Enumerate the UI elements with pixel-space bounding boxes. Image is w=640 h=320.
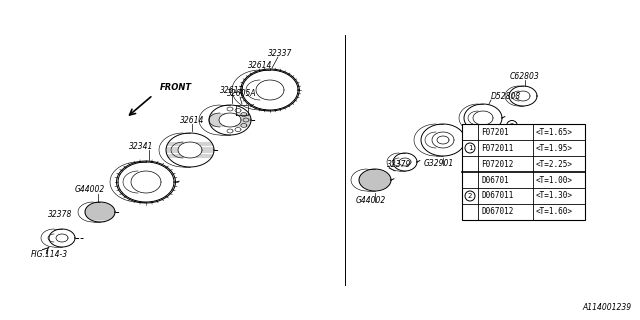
Text: G44002: G44002 [356, 196, 386, 205]
Text: D067012: D067012 [481, 207, 513, 217]
Text: <T=1.30>: <T=1.30> [536, 191, 573, 201]
Text: 32613: 32613 [220, 86, 244, 95]
Text: 2: 2 [510, 123, 514, 129]
Text: D06701: D06701 [481, 175, 509, 185]
Text: 2: 2 [468, 193, 472, 199]
Text: D52803: D52803 [491, 92, 521, 101]
Text: F07201: F07201 [481, 127, 509, 137]
Text: <T=1.60>: <T=1.60> [536, 207, 573, 217]
Text: <T=1.00>: <T=1.00> [536, 175, 573, 185]
Text: 1: 1 [468, 145, 472, 151]
Text: F072012: F072012 [481, 159, 513, 169]
Text: 32614: 32614 [248, 61, 272, 70]
Text: 32379: 32379 [387, 160, 412, 169]
Text: 32605A: 32605A [227, 89, 257, 98]
Text: ··: ·· [250, 102, 255, 108]
Text: <T=1.95>: <T=1.95> [536, 143, 573, 153]
Text: FIG.114-3: FIG.114-3 [31, 250, 68, 259]
Text: FRONT: FRONT [160, 83, 192, 92]
Text: <T=2.25>: <T=2.25> [536, 159, 573, 169]
Text: G44002: G44002 [75, 185, 105, 194]
Text: A114001239: A114001239 [583, 303, 632, 312]
Text: 1: 1 [473, 147, 477, 153]
Text: 32337: 32337 [268, 49, 292, 58]
Text: 32341: 32341 [129, 142, 153, 151]
Text: G32901: G32901 [424, 159, 454, 168]
Bar [462, 124, 585, 220]
Text: F072011: F072011 [481, 143, 513, 153]
Text: 32614: 32614 [180, 116, 204, 125]
Text: 32378: 32378 [48, 210, 72, 219]
Text: C62803: C62803 [510, 72, 540, 81]
Text: D067011: D067011 [481, 191, 513, 201]
Text: <T=1.65>: <T=1.65> [536, 127, 573, 137]
